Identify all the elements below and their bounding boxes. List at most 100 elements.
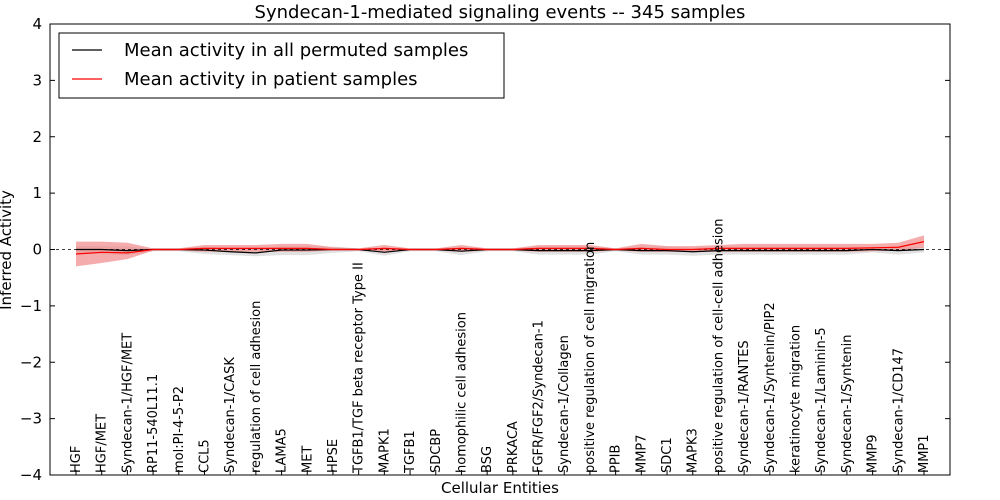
point-patient-24 [692, 248, 694, 250]
y-tick-label-6: 2 [32, 128, 42, 146]
y-tick-label-3: −1 [20, 297, 42, 315]
point-patient-27 [769, 247, 771, 249]
category-label-21: PPIB [609, 445, 624, 473]
point-patient-16 [486, 248, 488, 250]
point-patient-8 [280, 247, 282, 249]
category-label-12: MAPK1 [377, 428, 392, 473]
point-patient-4 [178, 248, 180, 250]
category-label-7: regulation of cell adhesion [249, 301, 264, 473]
point-permuted-33 [923, 248, 925, 250]
point-patient-13 [409, 248, 411, 250]
point-permuted-24 [692, 251, 694, 253]
category-label-28: keratinocyte migration [789, 325, 804, 473]
point-patient-22 [640, 247, 642, 249]
category-label-15: homophilic cell adhesion [454, 312, 469, 473]
category-label-0: HGF [69, 446, 84, 473]
point-permuted-18 [537, 249, 539, 251]
chart-title: Syndecan-1-mediated signaling events -- … [255, 2, 746, 23]
category-label-5: CCL5 [197, 439, 212, 473]
category-label-6: Syndecan-1/CASK [223, 357, 238, 473]
point-patient-11 [357, 248, 359, 250]
point-patient-3 [152, 248, 154, 250]
point-permuted-1 [100, 248, 102, 250]
category-label-32: Syndecan-1/CD147 [891, 348, 906, 473]
point-patient-12 [383, 247, 385, 249]
point-permuted-0 [75, 248, 77, 250]
point-patient-17 [512, 248, 514, 250]
point-permuted-7 [255, 252, 257, 254]
category-label-24: MAPK3 [686, 428, 701, 473]
y-tick-label-0: −4 [20, 466, 42, 484]
point-patient-5 [203, 247, 205, 249]
category-label-4: mol:PI-4-5-P2 [172, 386, 187, 473]
point-patient-28 [794, 247, 796, 249]
line-patient-mean [75, 241, 925, 255]
y-tick-label-1: −3 [20, 410, 42, 428]
point-permuted-2 [126, 249, 128, 251]
point-patient-6 [229, 247, 231, 249]
point-patient-18 [537, 247, 539, 249]
category-label-26: Syndecan-1/RANTES [737, 340, 752, 473]
category-label-29: Syndecan-1/Laminin-5 [814, 327, 829, 473]
category-label-20: positive regulation of cell migration [583, 242, 598, 473]
point-patient-19 [563, 247, 565, 249]
category-label-19: Syndecan-1/Collagen [557, 335, 572, 473]
category-labels: HGF HGF/MET Syndecan-1/HGF/MET RP11-540L11.… [69, 218, 932, 475]
y-axis-ticks: −4 −3 −2 −1 0 1 2 3 4 [20, 15, 950, 484]
point-permuted-29 [820, 249, 822, 251]
category-label-3: RP11-540L11.1 [146, 374, 161, 473]
point-patient-29 [820, 247, 822, 249]
category-label-17: PRKACA [506, 421, 521, 473]
y-tick-label-5: 1 [32, 184, 42, 202]
category-label-14: SDCBP [429, 429, 444, 473]
category-label-30: Syndecan-1/Syntenin [840, 335, 855, 474]
category-label-2: Syndecan-1/HGF/MET [120, 333, 135, 473]
point-patient-0 [75, 253, 77, 255]
category-label-23: SDC1 [660, 437, 675, 473]
category-label-10: HPSE [326, 439, 341, 473]
category-label-22: MMP7 [634, 434, 649, 473]
y-tick-label-8: 4 [32, 15, 42, 33]
point-patient-7 [255, 247, 257, 249]
point-patient-26 [743, 247, 745, 249]
point-patient-2 [126, 252, 128, 254]
point-patient-9 [306, 247, 308, 249]
plot-area [50, 235, 950, 267]
y-tick-label-2: −2 [20, 353, 42, 371]
category-label-9: MET [300, 446, 315, 473]
category-label-25: positive regulation of cell-cell adhesio… [711, 218, 726, 473]
category-label-8: LAMA5 [275, 428, 290, 473]
point-patient-14 [435, 248, 437, 250]
category-label-18: FGFR/FGF2/Syndecan-1 [532, 320, 547, 473]
point-patient-30 [846, 247, 848, 249]
category-label-27: Syndecan-1/Syntenin/PIP2 [763, 302, 778, 473]
legend-label-patient: Mean activity in patient samples [124, 69, 418, 90]
point-permuted-19 [563, 249, 565, 251]
plot-frame [49, 23, 951, 476]
point-patient-10 [332, 248, 334, 250]
point-permuted-28 [794, 249, 796, 251]
point-permuted-22 [640, 249, 642, 251]
point-permuted-15 [460, 250, 462, 252]
point-permuted-32 [897, 249, 899, 251]
point-patient-21 [614, 248, 616, 250]
category-label-1: HGF/MET [95, 414, 110, 473]
legend-box [58, 32, 505, 99]
point-patient-32 [897, 246, 899, 248]
category-label-33: MMP1 [917, 434, 932, 473]
point-patient-15 [460, 247, 462, 249]
point-permuted-27 [769, 249, 771, 251]
point-permuted-6 [229, 251, 231, 253]
category-label-13: TGFB1 [403, 430, 418, 474]
y-axis-label: Inferred Activity [0, 190, 15, 310]
legend: Mean activity in all permuted samples Me… [58, 32, 505, 99]
y-tick-label-7: 3 [32, 71, 42, 89]
legend-label-permuted: Mean activity in all permuted samples [124, 40, 468, 61]
x-axis-label: Cellular Entities [441, 479, 559, 497]
point-patient-31 [871, 247, 873, 249]
category-label-31: MMP9 [866, 434, 881, 473]
point-patient-1 [100, 251, 102, 253]
category-label-11: TGFB1/TGF beta receptor Type II [352, 262, 367, 474]
point-permuted-30 [846, 249, 848, 251]
